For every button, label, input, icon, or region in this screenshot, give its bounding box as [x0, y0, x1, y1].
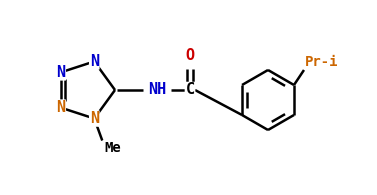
- Text: N: N: [56, 100, 65, 115]
- Text: NH: NH: [148, 82, 166, 98]
- Text: Pr-i: Pr-i: [305, 55, 339, 69]
- Text: N: N: [56, 65, 65, 80]
- Text: O: O: [185, 49, 195, 64]
- Text: Me: Me: [104, 141, 121, 154]
- Text: N: N: [90, 111, 99, 126]
- Text: C: C: [185, 82, 195, 98]
- Text: N: N: [90, 54, 99, 69]
